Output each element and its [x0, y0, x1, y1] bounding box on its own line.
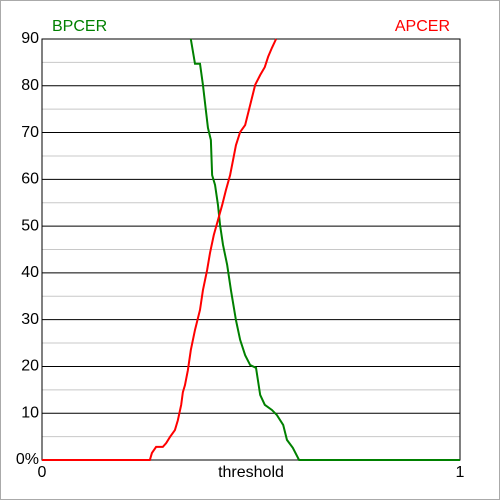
y-tick-label: 30 [21, 311, 39, 328]
legend-label: BPCER [52, 18, 107, 35]
y-tick-label: 80 [21, 77, 39, 94]
legend-label: APCER [395, 18, 450, 35]
plot-border [41, 38, 461, 461]
y-tick-label: 60 [21, 171, 39, 188]
series-line [42, 38, 277, 461]
y-tick-label: 0% [16, 451, 39, 468]
y-tick-label: 20 [21, 358, 39, 375]
x-tick-label: 1 [456, 464, 465, 481]
y-tick-label: 10 [21, 404, 39, 421]
x-tick-label: 0 [38, 464, 47, 481]
y-tick-label: 40 [21, 264, 39, 281]
x-axis-label: threshold [218, 464, 284, 481]
series-line [189, 38, 460, 461]
y-tick-label: 50 [21, 217, 39, 234]
y-tick-label: 90 [21, 30, 39, 47]
y-tick-label: 70 [21, 124, 39, 141]
